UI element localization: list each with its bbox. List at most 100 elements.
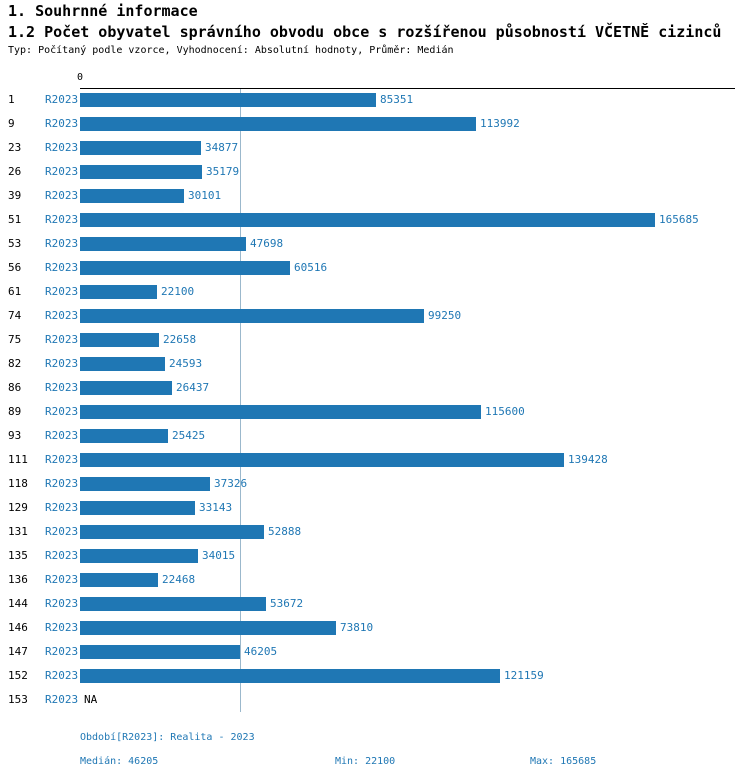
bar-value-label: 46205 (244, 645, 278, 658)
row-series-label: R2023 (45, 621, 79, 634)
row-series-label: R2023 (45, 549, 79, 562)
x-axis-line (80, 88, 735, 89)
chart-row: 82 R2023 24593 (0, 352, 750, 376)
bar (80, 525, 264, 539)
chart-row: 135 R2023 34015 (0, 544, 750, 568)
chart-row: 56 R2023 60516 (0, 256, 750, 280)
bar (80, 381, 172, 395)
page-title: 1. Souhrnné informace (8, 2, 198, 20)
bar-value-label: 115600 (485, 405, 525, 418)
row-series-label: R2023 (45, 669, 79, 682)
bar-value-label: 22100 (161, 285, 195, 298)
row-series-label: R2023 (45, 309, 79, 322)
row-series-label: R2023 (45, 501, 79, 514)
row-series-label: R2023 (45, 213, 79, 226)
row-id: 152 (8, 669, 28, 682)
bar (80, 333, 159, 347)
row-id: 74 (8, 309, 22, 322)
chart-row: 89 R2023 115600 (0, 400, 750, 424)
chart-rows: 1 R2023 85351 9 R2023 113992 23 R2023 34877 26 R20… (0, 88, 750, 712)
row-id: 129 (8, 501, 28, 514)
row-series-label: R2023 (45, 429, 79, 442)
row-series-label: R2023 (45, 405, 79, 418)
bar (80, 117, 476, 131)
bar-value-label: 24593 (169, 357, 203, 370)
bar-value-label: 47698 (250, 237, 284, 250)
footer-max-label: Max: 165685 (530, 756, 597, 767)
bar-value-label: 35179 (206, 165, 240, 178)
chart-row: 129 R2023 33143 (0, 496, 750, 520)
row-id: 56 (8, 261, 22, 274)
chart-row: 146 R2023 73810 (0, 616, 750, 640)
axis-zero-label: 0 (76, 72, 84, 83)
row-series-label: R2023 (45, 93, 79, 106)
row-id: 82 (8, 357, 22, 370)
chart-row: 74 R2023 99250 (0, 304, 750, 328)
chart-row: 61 R2023 22100 (0, 280, 750, 304)
row-series-label: R2023 (45, 117, 79, 130)
bar-value-label: 22468 (162, 573, 196, 586)
bar-value-label: 60516 (294, 261, 328, 274)
bar (80, 645, 240, 659)
row-id: 118 (8, 477, 28, 490)
bar-value-label: 99250 (428, 309, 462, 322)
row-series-label: R2023 (45, 285, 79, 298)
bar (80, 213, 655, 227)
row-id: 89 (8, 405, 22, 418)
chart-row: 147 R2023 46205 (0, 640, 750, 664)
row-series-label: R2023 (45, 261, 79, 274)
chart-row: 1 R2023 85351 (0, 88, 750, 112)
chart-row: 39 R2023 30101 (0, 184, 750, 208)
row-series-label: R2023 (45, 141, 79, 154)
bar (80, 573, 158, 587)
bar (80, 453, 564, 467)
chart-row: 131 R2023 52888 (0, 520, 750, 544)
row-series-label: R2023 (45, 333, 79, 346)
chart-row: 111 R2023 139428 (0, 448, 750, 472)
row-id: 135 (8, 549, 28, 562)
bar (80, 621, 336, 635)
bar (80, 285, 157, 299)
bar (80, 309, 424, 323)
bar (80, 669, 500, 683)
row-series-label: R2023 (45, 645, 79, 658)
bar (80, 189, 184, 203)
row-id: 93 (8, 429, 22, 442)
bar-value-label: 30101 (188, 189, 222, 202)
row-series-label: R2023 (45, 573, 79, 586)
bar-value-label: 34015 (202, 549, 236, 562)
bar-value-label: 37326 (214, 477, 248, 490)
row-series-label: R2023 (45, 381, 79, 394)
footer-period-label: Období[R2023]: Realita - 2023 (80, 732, 255, 743)
chart-meta-line: Typ: Počítaný podle vzorce, Vyhodnocení:… (8, 45, 454, 56)
bar-value-label: 25425 (172, 429, 206, 442)
row-id: 111 (8, 453, 28, 466)
chart-row: 93 R2023 25425 (0, 424, 750, 448)
bar (80, 165, 202, 179)
row-id: 39 (8, 189, 22, 202)
bar (80, 141, 201, 155)
chart-row: 51 R2023 165685 (0, 208, 750, 232)
row-id: 147 (8, 645, 28, 658)
chart-row: 53 R2023 47698 (0, 232, 750, 256)
row-series-label: R2023 (45, 189, 79, 202)
bar (80, 477, 210, 491)
bar-value-label: 121159 (504, 669, 544, 682)
chart-row: 153 R2023 NA (0, 688, 750, 712)
chart-row: 75 R2023 22658 (0, 328, 750, 352)
row-id: 86 (8, 381, 22, 394)
row-series-label: R2023 (45, 165, 79, 178)
chart-row: 23 R2023 34877 (0, 136, 750, 160)
bar-value-label: 22658 (163, 333, 197, 346)
row-series-label: R2023 (45, 597, 79, 610)
bar (80, 429, 168, 443)
bar-value-label: 26437 (176, 381, 210, 394)
row-id: 1 (8, 93, 15, 106)
bar-value-label: 139428 (568, 453, 608, 466)
na-label: NA (84, 693, 98, 706)
row-id: 146 (8, 621, 28, 634)
row-series-label: R2023 (45, 693, 79, 706)
row-id: 61 (8, 285, 22, 298)
bar-value-label: 52888 (268, 525, 302, 538)
